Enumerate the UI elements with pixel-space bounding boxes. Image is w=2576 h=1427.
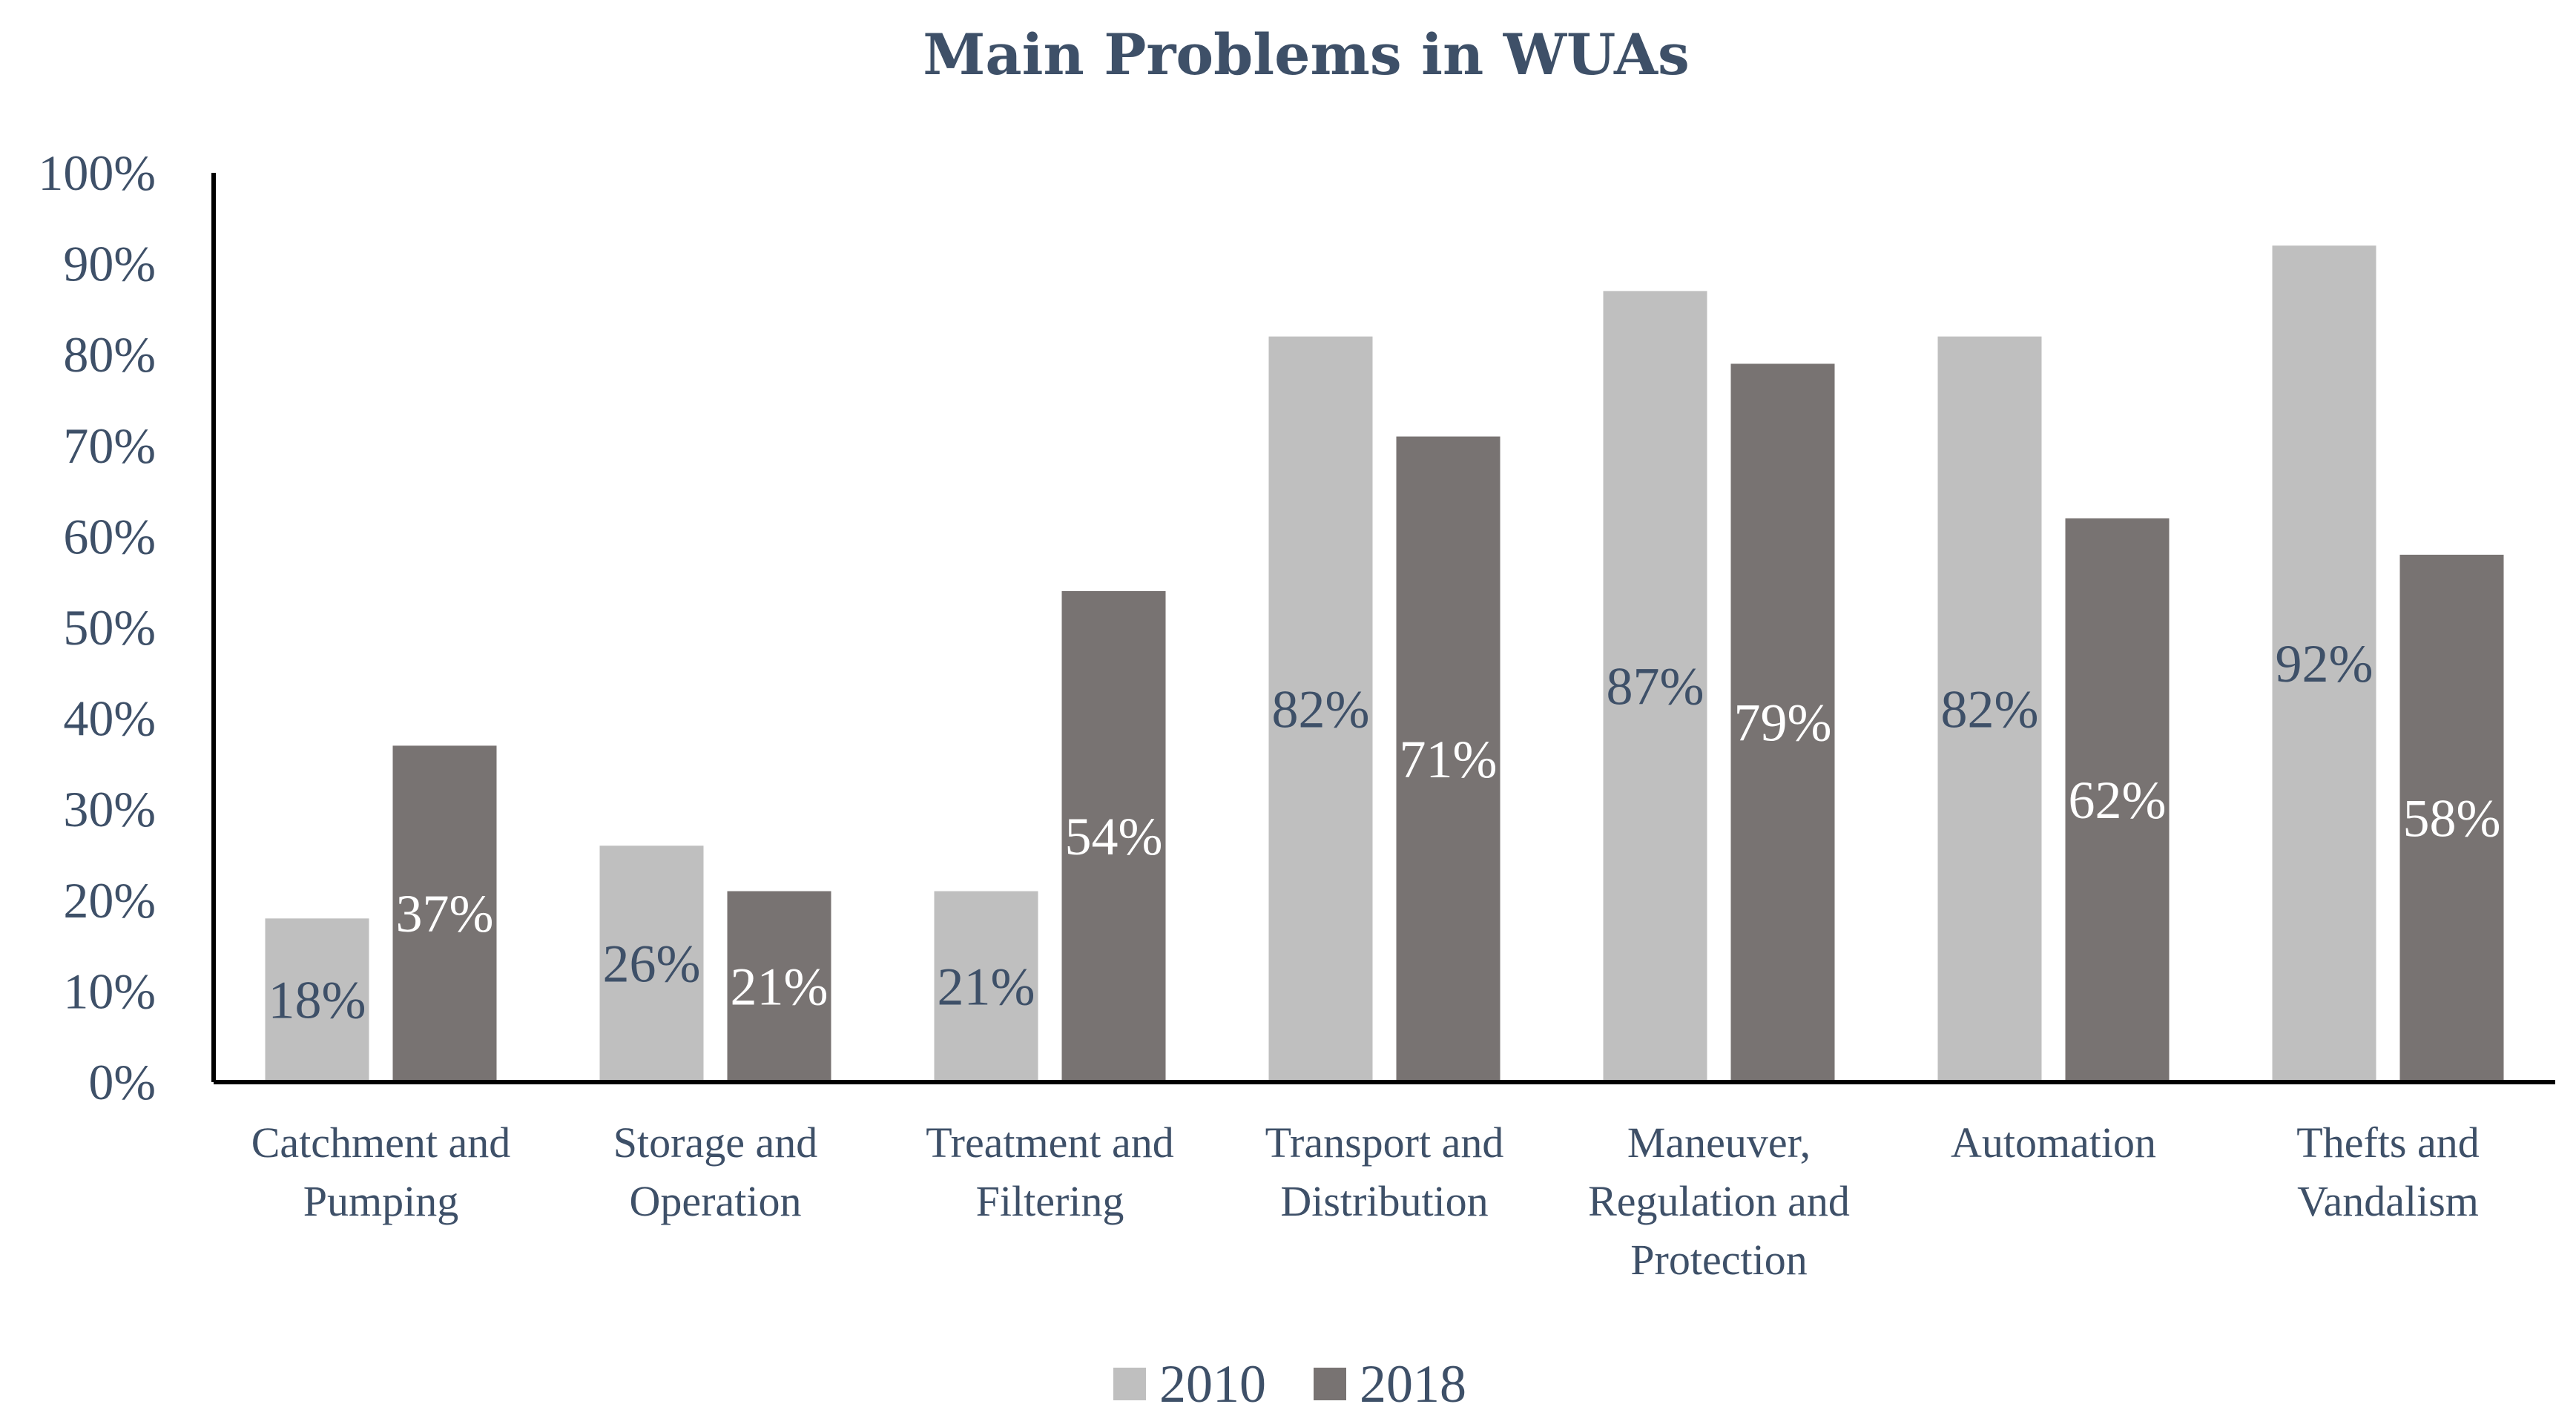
- x-tick-label: Catchment and Pumping: [251, 1118, 511, 1225]
- data-label-2010-4: 82%: [1272, 679, 1370, 739]
- bar-2018-4: [1396, 436, 1501, 1082]
- data-label-2010-2: 26%: [603, 935, 701, 994]
- data-label-2018-5: 79%: [1734, 693, 1832, 753]
- x-tick-label: Transport and Distribution: [1265, 1118, 1504, 1225]
- y-tick-label: 0%: [88, 1054, 156, 1110]
- bar-2010-6: [1937, 336, 2042, 1082]
- y-tick-label: 70%: [63, 418, 156, 474]
- data-label-2010-5: 87%: [1607, 657, 1704, 716]
- y-tick-label: 10%: [63, 963, 156, 1019]
- data-label-2018-3: 54%: [1065, 807, 1163, 866]
- bars: [265, 245, 2504, 1083]
- bar-2010-3: [934, 891, 1038, 1082]
- x-tick-label: Treatment and Filtering: [926, 1118, 1174, 1225]
- bar-2018-6: [2065, 518, 2170, 1082]
- legend-label-2018: 2018: [1360, 1354, 1466, 1414]
- x-axis-ticks: Catchment and Pumping Storage and Operation…: [251, 1118, 2480, 1284]
- bar-2010-4: [1268, 336, 1373, 1082]
- y-tick-label: 80%: [63, 326, 156, 383]
- data-label-2010-3: 21%: [938, 957, 1035, 1016]
- legend: 2010 2018: [1113, 1354, 1466, 1414]
- bar-2018-1: [392, 745, 497, 1082]
- y-tick-label: 50%: [63, 599, 156, 656]
- data-label-2018-4: 71%: [1400, 730, 1498, 789]
- data-labels: 18% 37% 26% 21% 21% 54% 82% 71% 87% 79% 82% 62% 92% 5…: [269, 634, 2501, 1030]
- legend-swatch-2018: [1314, 1368, 1346, 1400]
- data-label-2018-2: 21%: [731, 957, 829, 1016]
- y-tick-label: 30%: [63, 781, 156, 837]
- data-label-2018-1: 37%: [396, 884, 494, 943]
- bar-2018-5: [1730, 363, 1835, 1083]
- legend-label-2010: 2010: [1159, 1354, 1266, 1414]
- bar-2010-1: [265, 918, 369, 1082]
- bar-2018-7: [2399, 554, 2504, 1082]
- y-tick-label: 100%: [38, 145, 156, 201]
- data-label-2018-7: 58%: [2403, 788, 2501, 848]
- x-tick-label: Storage and Operation: [613, 1118, 817, 1225]
- bar-2018-2: [727, 891, 831, 1082]
- bar-2010-2: [599, 846, 704, 1082]
- x-tick-label: Automation: [1951, 1118, 2156, 1167]
- data-label-2018-6: 62%: [2069, 771, 2167, 830]
- data-label-2010-1: 18%: [269, 971, 366, 1030]
- bar-2018-3: [1061, 590, 1166, 1082]
- data-label-2010-7: 92%: [2276, 634, 2374, 693]
- x-tick-label: Maneuver, Regulation and Protection: [1588, 1118, 1850, 1284]
- data-label-2010-6: 82%: [1941, 679, 2039, 739]
- y-axis-ticks: 0% 10% 20% 30% 40% 50% 60% 70% 80% 90% 100%: [38, 145, 156, 1110]
- y-tick-label: 40%: [63, 691, 156, 747]
- bar-2010-7: [2272, 245, 2376, 1083]
- legend-swatch-2010: [1113, 1368, 1146, 1400]
- y-tick-label: 60%: [63, 508, 156, 564]
- x-tick-label: Thefts and Vandalism: [2296, 1118, 2479, 1225]
- chart-title: Main Problems in WUAs: [923, 22, 1690, 88]
- y-tick-label: 90%: [63, 236, 156, 292]
- y-tick-label: 20%: [63, 872, 156, 929]
- bar-2010-5: [1603, 291, 1707, 1082]
